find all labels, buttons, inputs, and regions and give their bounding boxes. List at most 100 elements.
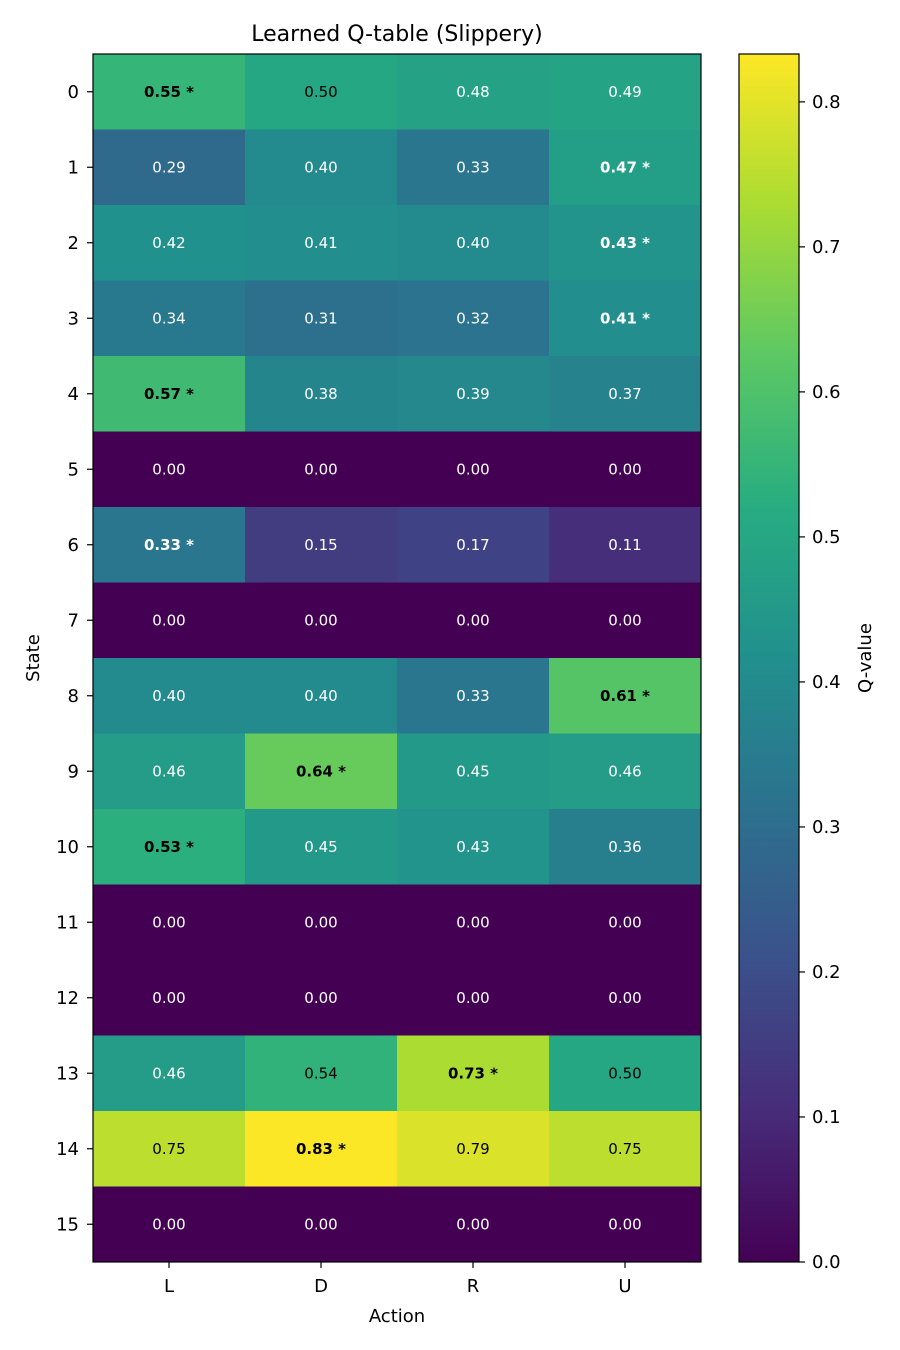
heatmap-cell xyxy=(93,1035,246,1112)
cell-value-label: 0.41 xyxy=(304,234,337,252)
cell-value-label: 0.00 xyxy=(152,460,185,478)
heatmap-cell xyxy=(549,733,702,810)
y-tick-label: 13 xyxy=(56,1063,79,1084)
cell-value-label: 0.00 xyxy=(608,611,641,629)
cell-value-label: 0.48 xyxy=(456,83,489,101)
heatmap-cell xyxy=(93,960,246,1036)
heatmap-cell xyxy=(549,431,702,508)
cell-value-label: 0.75 xyxy=(152,1140,185,1158)
best-action-label: 0.55 * xyxy=(144,83,194,101)
heatmap-cell xyxy=(93,809,246,885)
heatmap-cell xyxy=(93,129,246,206)
cell-value-label: 0.33 xyxy=(456,158,489,176)
colorbar-tick-label: 0.8 xyxy=(812,92,841,113)
colorbar-tick-label: 0.3 xyxy=(812,817,841,838)
heatmap-cell xyxy=(549,54,702,130)
heatmap-cell xyxy=(549,129,702,206)
heatmap-cell xyxy=(245,884,398,961)
heatmap-cell xyxy=(93,582,246,659)
heatmap-cell xyxy=(93,431,246,508)
heatmap-cell xyxy=(549,280,702,357)
best-action-label: 0.41 * xyxy=(600,309,650,327)
best-action-label: 0.83 * xyxy=(296,1140,346,1158)
heatmap-cell xyxy=(245,809,398,885)
heatmap-cell xyxy=(397,431,550,508)
cell-value-label: 0.54 xyxy=(304,1064,337,1082)
cell-value-label: 0.46 xyxy=(608,762,641,780)
cell-value-label: 0.00 xyxy=(152,611,185,629)
heatmap-cell xyxy=(245,1111,398,1187)
y-tick-label: 3 xyxy=(68,308,79,329)
y-tick-label: 0 xyxy=(68,82,79,103)
colorbar-tick-label: 0.4 xyxy=(812,672,841,693)
heatmap-cell xyxy=(245,280,398,357)
heatmap-cell xyxy=(93,205,246,281)
heatmap-cell xyxy=(93,658,246,734)
x-tick-label: R xyxy=(467,1276,480,1297)
heatmap-cell xyxy=(245,733,398,810)
cell-value-label: 0.45 xyxy=(304,838,337,856)
heatmap-cell xyxy=(93,54,246,130)
heatmap-cell xyxy=(397,356,550,432)
cell-value-label: 0.36 xyxy=(608,838,641,856)
y-tick-label: 9 xyxy=(68,761,79,782)
best-action-label: 0.57 * xyxy=(144,385,194,403)
heatmap-cell xyxy=(245,582,398,659)
colorbar: 0.0 0.1 0.2 0.3 0.4 0.5 0.6 0.7 0.8 Q-value xyxy=(738,53,876,1273)
y-tick-label: 10 xyxy=(56,837,79,858)
best-action-label: 0.53 * xyxy=(144,838,194,856)
cell-value-label: 0.00 xyxy=(456,1215,489,1233)
colorbar-ticks: 0.0 0.1 0.2 0.3 0.4 0.5 0.6 0.7 0.8 xyxy=(799,92,841,1273)
colorbar-tick-label: 0.7 xyxy=(812,237,841,258)
cell-value-label: 0.00 xyxy=(608,989,641,1007)
colorbar-tick-label: 0.5 xyxy=(812,527,841,548)
cell-value-label: 0.38 xyxy=(304,385,337,403)
heatmap-cell xyxy=(549,356,702,432)
x-axis-title: Action xyxy=(369,1306,425,1327)
cell-value-label: 0.34 xyxy=(152,309,185,327)
heatmap-cell xyxy=(245,960,398,1036)
cell-value-label: 0.00 xyxy=(608,913,641,931)
heatmap-cell xyxy=(397,205,550,281)
colorbar-tick-label: 0.6 xyxy=(812,382,841,403)
heatmap-cell xyxy=(549,809,702,885)
best-action-label: 0.64 * xyxy=(296,762,346,780)
cell-value-label: 0.00 xyxy=(456,913,489,931)
heatmap-cell xyxy=(93,884,246,961)
heatmap-cell-labels: 0.55 * 0.50 0.48 0.49 0.29 0.40 0.33 0.47 * 0.42… xyxy=(144,83,650,1234)
best-action-label: 0.73 * xyxy=(448,1064,498,1082)
colorbar-tick-label: 0.1 xyxy=(812,1107,841,1128)
heatmap-cell xyxy=(397,280,550,357)
heatmap-cell xyxy=(397,809,550,885)
cell-value-label: 0.00 xyxy=(608,460,641,478)
cell-value-label: 0.49 xyxy=(608,83,641,101)
cell-value-label: 0.00 xyxy=(304,1215,337,1233)
cell-value-label: 0.37 xyxy=(608,385,641,403)
cell-value-label: 0.29 xyxy=(152,158,185,176)
cell-value-label: 0.00 xyxy=(456,611,489,629)
heatmap-cell xyxy=(549,1111,702,1187)
heatmap-cell xyxy=(93,1111,246,1187)
cell-value-label: 0.75 xyxy=(608,1140,641,1158)
heatmap-cells xyxy=(93,54,702,1263)
cell-value-label: 0.40 xyxy=(304,687,337,705)
plot-frame xyxy=(92,53,702,1263)
cell-value-label: 0.33 xyxy=(456,687,489,705)
heatmap-cell xyxy=(397,129,550,206)
y-tick-label: 6 xyxy=(68,535,79,556)
heatmap-cell xyxy=(245,54,398,130)
cell-value-label: 0.79 xyxy=(456,1140,489,1158)
colorbar-gradient xyxy=(738,53,800,1263)
heatmap-cell xyxy=(549,507,702,583)
best-action-label: 0.43 * xyxy=(600,234,650,252)
y-tick-label: 2 xyxy=(68,233,79,254)
y-axis-title: State xyxy=(23,634,44,682)
y-tick-label: 15 xyxy=(56,1214,79,1235)
heatmap-cell xyxy=(245,1035,398,1112)
colorbar-tick-label: 0.0 xyxy=(812,1252,841,1273)
colorbar-title: Q-value xyxy=(855,623,876,693)
cell-value-label: 0.11 xyxy=(608,536,641,554)
heatmap-cell xyxy=(93,356,246,432)
